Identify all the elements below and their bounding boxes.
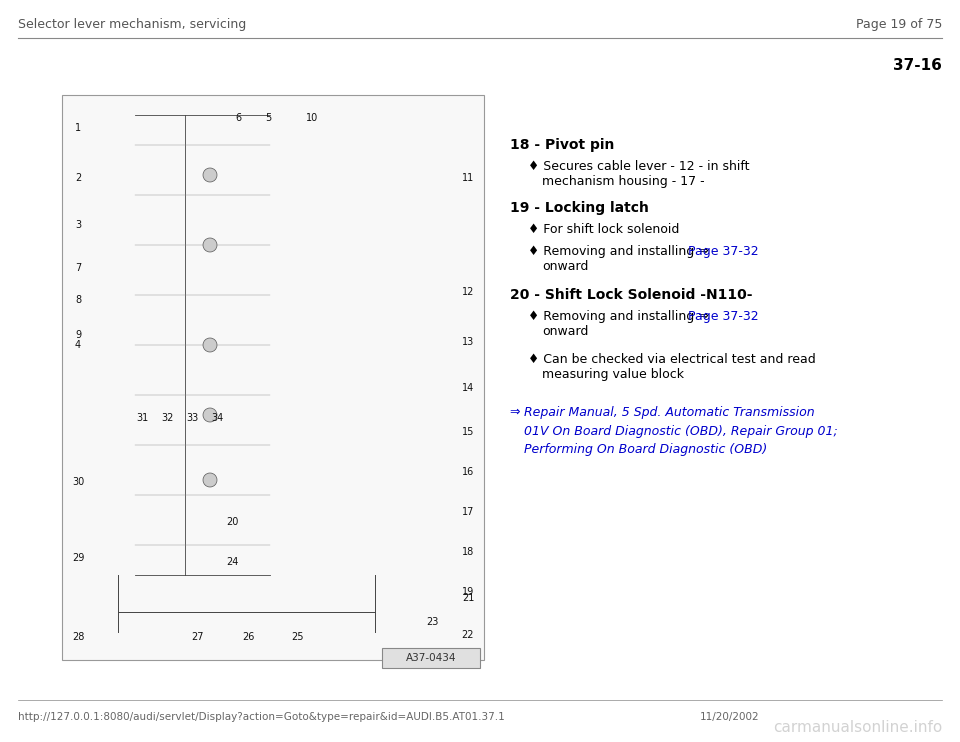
- Text: 2: 2: [75, 173, 82, 183]
- Text: 34: 34: [211, 413, 223, 423]
- Text: 31: 31: [136, 413, 148, 423]
- Text: 25: 25: [292, 632, 304, 642]
- Text: mechanism housing - 17 -: mechanism housing - 17 -: [542, 175, 705, 188]
- Text: 37-16: 37-16: [893, 58, 942, 73]
- Text: 27: 27: [192, 632, 204, 642]
- Text: 12: 12: [462, 287, 474, 297]
- Text: http://127.0.0.1:8080/audi/servlet/Display?action=Goto&type=repair&id=AUDI.B5.AT: http://127.0.0.1:8080/audi/servlet/Displ…: [18, 712, 505, 722]
- Text: 1: 1: [75, 123, 81, 133]
- Text: ♦ Removing and installing ⇒: ♦ Removing and installing ⇒: [528, 310, 712, 323]
- Text: 9: 9: [75, 330, 81, 340]
- Text: Selector lever mechanism, servicing: Selector lever mechanism, servicing: [18, 18, 247, 31]
- Text: 15: 15: [462, 427, 474, 437]
- Text: 20: 20: [226, 517, 238, 527]
- Text: 24: 24: [226, 557, 238, 567]
- Text: 7: 7: [75, 263, 82, 273]
- Text: 18: 18: [462, 547, 474, 557]
- Circle shape: [203, 238, 217, 252]
- FancyBboxPatch shape: [62, 95, 484, 660]
- Text: carmanualsonline.info: carmanualsonline.info: [773, 720, 942, 735]
- Text: A37-0434: A37-0434: [406, 653, 456, 663]
- Text: 10: 10: [306, 113, 318, 123]
- Text: 18 - Pivot pin: 18 - Pivot pin: [510, 138, 614, 152]
- Text: onward: onward: [542, 260, 588, 273]
- Text: 17: 17: [462, 507, 474, 517]
- Text: 23: 23: [426, 617, 438, 627]
- Text: 19: 19: [462, 587, 474, 597]
- Text: 5: 5: [265, 113, 271, 123]
- Circle shape: [203, 338, 217, 352]
- Text: ⇒: ⇒: [510, 406, 524, 419]
- Text: 16: 16: [462, 467, 474, 477]
- Text: 28: 28: [72, 632, 84, 642]
- Text: 32: 32: [161, 413, 173, 423]
- Text: ♦ Removing and installing ⇒: ♦ Removing and installing ⇒: [528, 245, 712, 258]
- Text: 19 - Locking latch: 19 - Locking latch: [510, 201, 649, 215]
- Text: measuring value block: measuring value block: [542, 368, 684, 381]
- Circle shape: [203, 168, 217, 182]
- Text: Repair Manual, 5 Spd. Automatic Transmission
01V On Board Diagnostic (OBD), Repa: Repair Manual, 5 Spd. Automatic Transmis…: [524, 406, 838, 456]
- Text: 14: 14: [462, 383, 474, 393]
- Text: 30: 30: [72, 477, 84, 487]
- Text: ♦ Can be checked via electrical test and read: ♦ Can be checked via electrical test and…: [528, 353, 816, 366]
- Text: Page 37-32: Page 37-32: [688, 245, 758, 258]
- Text: 21: 21: [462, 593, 474, 603]
- Circle shape: [203, 473, 217, 487]
- Text: Page 37-32: Page 37-32: [688, 310, 758, 323]
- Circle shape: [203, 408, 217, 422]
- Text: 26: 26: [242, 632, 254, 642]
- Text: 22: 22: [462, 630, 474, 640]
- FancyBboxPatch shape: [382, 648, 480, 668]
- Text: 3: 3: [75, 220, 81, 230]
- Text: 33: 33: [186, 413, 198, 423]
- Text: Page 19 of 75: Page 19 of 75: [855, 18, 942, 31]
- Text: 8: 8: [75, 295, 81, 305]
- Text: ♦ Secures cable lever - 12 - in shift: ♦ Secures cable lever - 12 - in shift: [528, 160, 750, 173]
- Text: 6: 6: [235, 113, 241, 123]
- Text: onward: onward: [542, 325, 588, 338]
- Text: 20 - Shift Lock Solenoid -N110-: 20 - Shift Lock Solenoid -N110-: [510, 288, 753, 302]
- Text: 13: 13: [462, 337, 474, 347]
- Text: 11/20/2002: 11/20/2002: [700, 712, 759, 722]
- Text: 4: 4: [75, 340, 81, 350]
- Text: 11: 11: [462, 173, 474, 183]
- Text: ♦ For shift lock solenoid: ♦ For shift lock solenoid: [528, 223, 680, 236]
- Text: 29: 29: [72, 553, 84, 563]
